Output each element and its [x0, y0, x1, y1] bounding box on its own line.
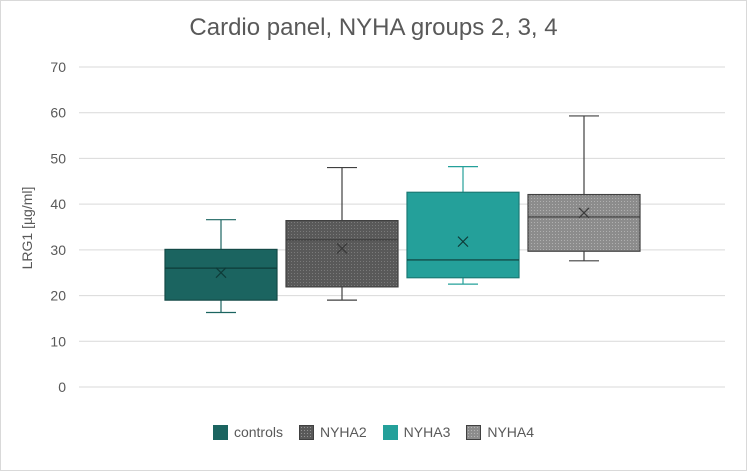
- legend-swatch: [382, 424, 398, 440]
- legend-label: controls: [233, 424, 283, 440]
- y-tick-label: 10: [50, 333, 66, 349]
- mean-marker: [336, 243, 348, 254]
- y-tick-label: 40: [50, 196, 66, 212]
- legend-label: NYHA4: [487, 424, 535, 440]
- y-tick-label: 70: [50, 59, 66, 75]
- y-tick-label: 0: [58, 379, 66, 395]
- legend-item-NYHA3: NYHA3: [382, 424, 451, 440]
- box-NYHA2: [285, 166, 399, 301]
- box-iqr: [164, 248, 278, 301]
- box-NYHA3: [406, 166, 520, 285]
- legend-swatch: [212, 424, 228, 440]
- mean-marker: [578, 207, 590, 219]
- legend-item-controls: controls: [212, 424, 283, 440]
- box-controls: [164, 219, 278, 314]
- legend-item-NYHA2: NYHA2: [298, 424, 367, 440]
- mean-marker: [215, 267, 227, 279]
- legend-swatch: [298, 424, 314, 440]
- y-tick-label: 50: [50, 150, 66, 166]
- y-tick-label: 20: [50, 288, 66, 304]
- legend: controls NYHA2 NYHA3 NYHA4: [0, 424, 747, 440]
- legend-item-NYHA4: NYHA4: [466, 424, 534, 440]
- box-iqr: [527, 193, 641, 252]
- mean-marker: [457, 236, 469, 248]
- chart-title: Cardio panel, NYHA groups 2, 3, 4: [189, 14, 558, 41]
- box-NYHA4: [527, 115, 641, 262]
- legend-swatch: [466, 424, 482, 440]
- y-tick-label: 60: [50, 105, 66, 121]
- box-iqr: [285, 220, 399, 288]
- legend-label: NYHA2: [319, 424, 367, 440]
- legend-label: NYHA3: [403, 424, 451, 440]
- y-axis-label: LRG1 [µg/ml]: [19, 187, 35, 270]
- y-tick-label: 30: [50, 242, 66, 258]
- box-iqr: [406, 191, 520, 279]
